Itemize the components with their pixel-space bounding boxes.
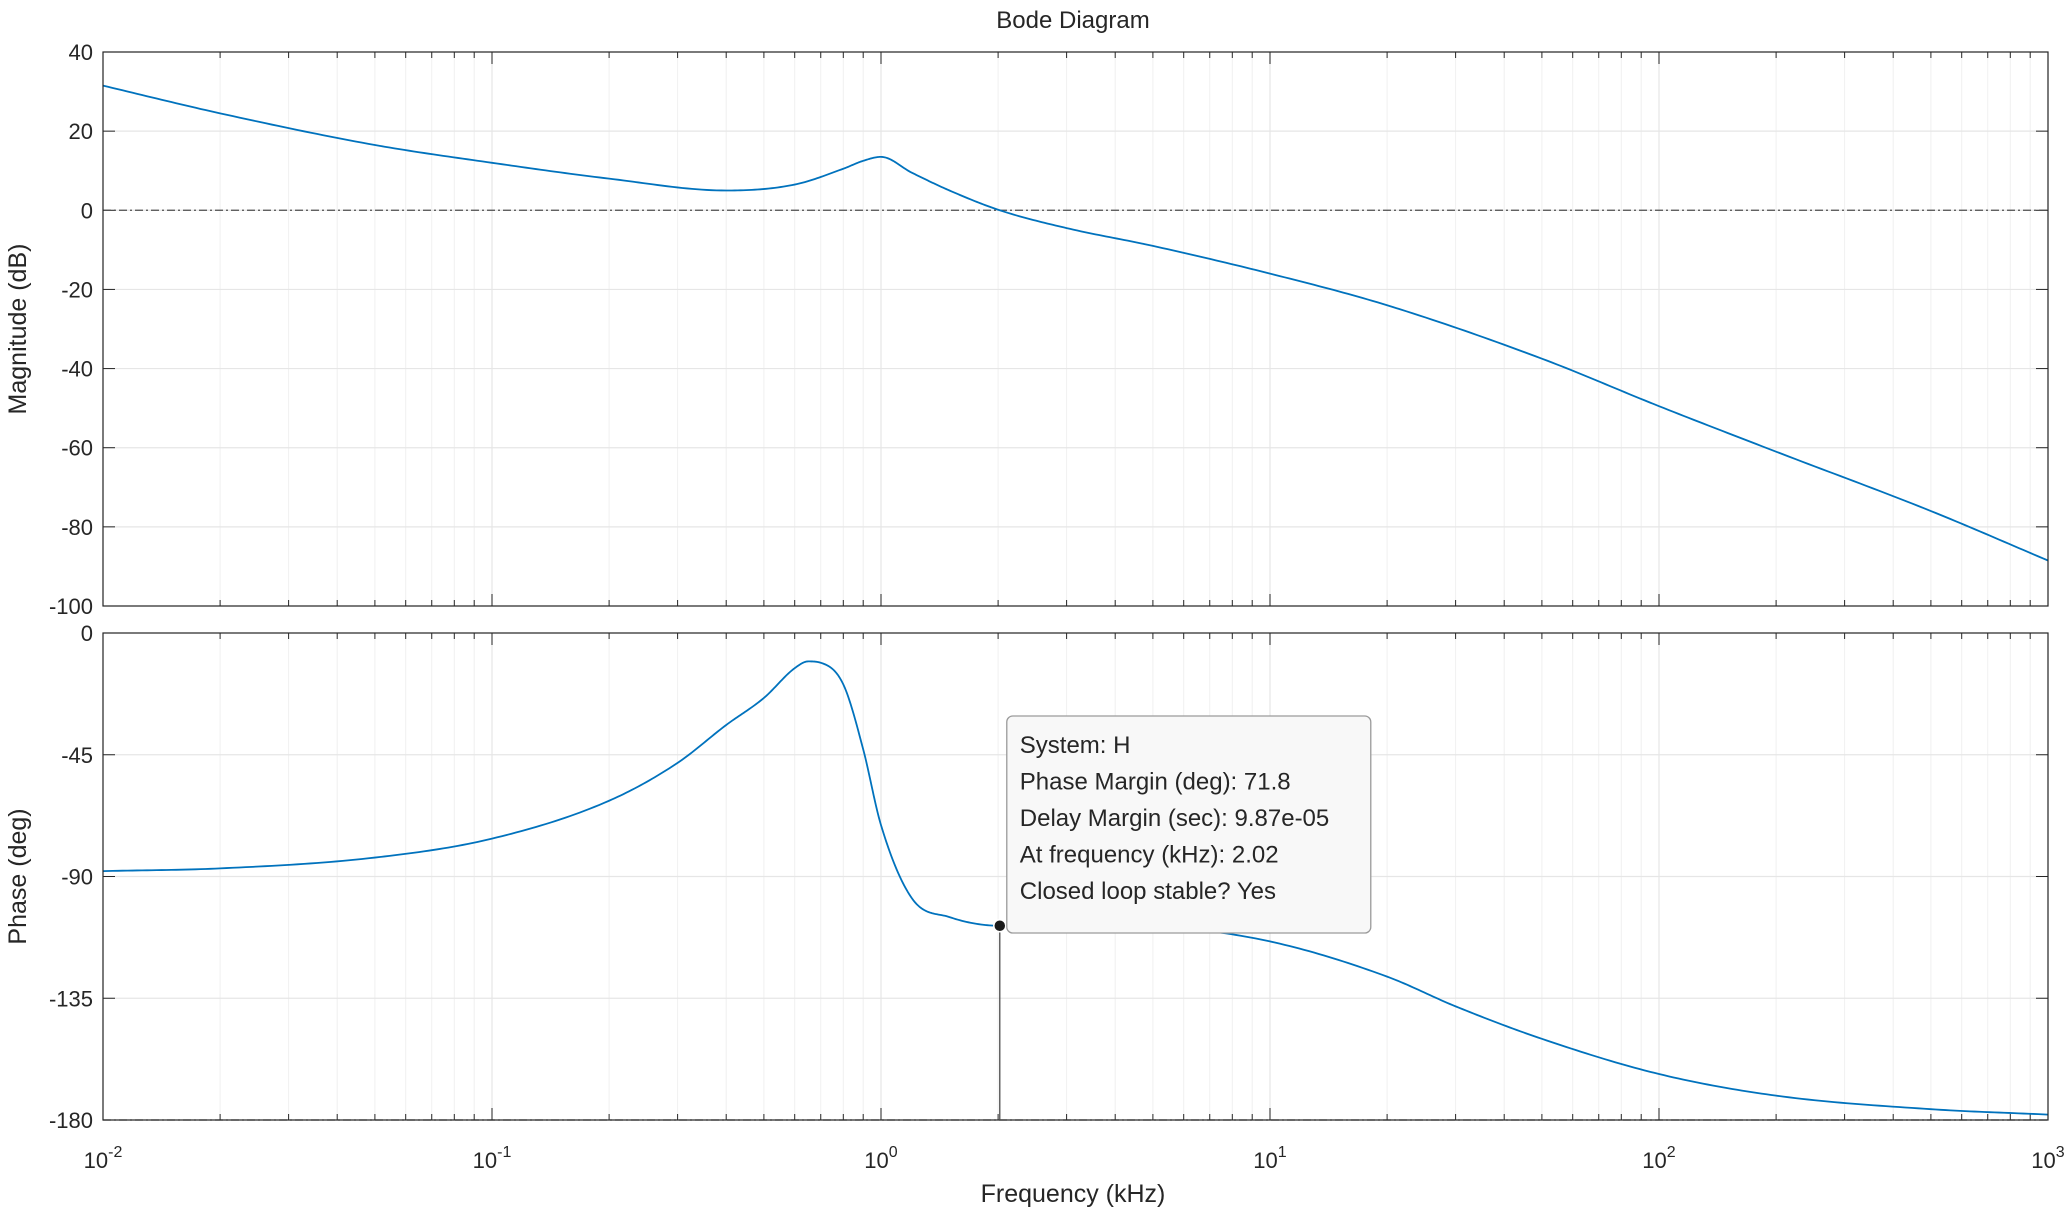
magnitude-y-tick-label: 20 (69, 119, 93, 144)
x-tick-label: 102 (1642, 1144, 1675, 1173)
x-tick-label: 100 (864, 1144, 897, 1173)
x-tick-base: 10 (1642, 1148, 1666, 1173)
magnitude-y-axis-label: Magnitude (dB) (4, 244, 32, 415)
x-tick-labels: 10-2 10-1 100 101 102 103 (84, 1144, 2065, 1173)
x-tick-label: 10-2 (84, 1144, 123, 1173)
magnitude-minor-grid (219, 52, 2031, 606)
x-tick-label: 103 (2031, 1144, 2064, 1173)
magnitude-y-tick-label: -60 (61, 436, 93, 461)
x-tick-base: 10 (864, 1148, 888, 1173)
phase-y-tick-label: -45 (61, 743, 93, 768)
x-tick-exponent: -1 (497, 1144, 511, 1161)
datatip-box (1006, 715, 1372, 934)
x-tick-base: 10 (1253, 1148, 1277, 1173)
x-tick-exponent: 1 (1278, 1144, 1287, 1161)
x-tick-base: 10 (2031, 1148, 2055, 1173)
magnitude-y-tick-label: -100 (49, 594, 93, 619)
magnitude-response-curve (102, 84, 2049, 562)
x-axis-label: Frequency (kHz) (981, 1180, 1166, 1208)
phase-y-tick-label: -180 (49, 1108, 93, 1133)
datatip-line: Closed loop stable? Yes (1020, 878, 1276, 905)
x-tick-base: 10 (473, 1148, 497, 1173)
magnitude-axes-box (102, 51, 2049, 607)
phase-y-tick-label: -135 (49, 986, 93, 1011)
datatip-line: At frequency (kHz): 2.02 (1020, 842, 1279, 869)
datatip-line: System: H (1020, 732, 1131, 759)
x-tick-exponent: 3 (2056, 1144, 2065, 1161)
x-tick-label: 10-1 (473, 1144, 512, 1173)
x-tick-label: 101 (1253, 1144, 1286, 1173)
phase-axes-box (102, 632, 2049, 1121)
x-tick-exponent: -2 (108, 1144, 122, 1161)
phase-response-curve (102, 660, 2049, 1116)
magnitude-y-tick-label: -20 (61, 277, 93, 302)
datatip-line: Phase Margin (deg): 71.8 (1020, 769, 1291, 796)
magnitude-y-tick-label: 0 (81, 198, 93, 223)
phase-margin-datatip[interactable]: System: H Phase Margin (deg): 71.8 Delay M… (1006, 715, 1372, 934)
phase-margin-marker[interactable] (993, 918, 1007, 933)
magnitude-plot: 40 20 0 -20 -40 -60 -80 -100 Magnitude (dB) (4, 40, 2049, 619)
x-tick-exponent: 0 (889, 1144, 898, 1161)
magnitude-y-tick-label: -80 (61, 515, 93, 540)
magnitude-y-tick-label: 40 (69, 40, 93, 65)
chart-title: Bode Diagram (996, 7, 1149, 34)
phase-y-tick-label: -90 (61, 865, 93, 890)
x-tick-exponent: 2 (1667, 1144, 1676, 1161)
magnitude-y-tick-label: -40 (61, 357, 93, 382)
phase-y-tick-label: 0 (81, 621, 93, 646)
x-tick-base: 10 (84, 1148, 108, 1173)
datatip-line: Delay Margin (sec): 9.87e-05 (1020, 805, 1329, 832)
phase-plot: 0 -45 -90 -135 -180 Phase (deg) (4, 621, 2049, 1133)
phase-y-axis-label: Phase (deg) (4, 808, 32, 944)
